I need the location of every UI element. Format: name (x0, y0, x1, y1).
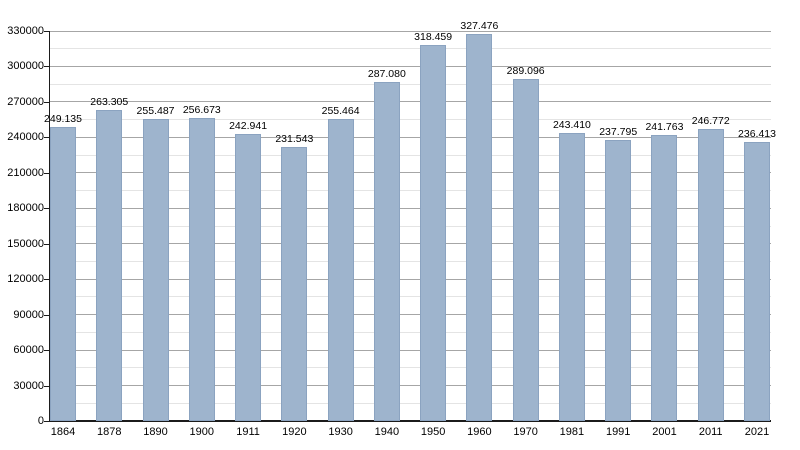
major-gridline (49, 172, 771, 174)
minor-gridline (49, 225, 771, 227)
y-axis-tick (44, 350, 49, 352)
bar-value-label: 241.763 (645, 121, 684, 134)
y-axis-tick-label: 60000 (13, 344, 44, 357)
major-gridline (49, 278, 771, 280)
bar-1970 (512, 79, 539, 421)
y-axis-tick-label: 90000 (13, 308, 44, 321)
y-axis-tick (44, 421, 49, 422)
x-axis-line (49, 420, 771, 422)
x-axis-tick-label: 2001 (652, 426, 677, 438)
x-axis-tick-label: 1890 (143, 426, 168, 438)
y-axis-tick (44, 314, 49, 316)
y-axis-tick (44, 137, 49, 139)
y-axis-tick (44, 172, 49, 174)
y-axis-tick (44, 279, 49, 281)
bar-1940 (373, 81, 400, 421)
minor-gridline (49, 154, 771, 156)
bar-value-label: 255.487 (136, 105, 175, 118)
major-gridline (49, 314, 771, 316)
bar-value-label: 289.096 (506, 65, 545, 78)
y-axis-tick-label: 150000 (7, 237, 44, 250)
bar-value-label: 236.413 (738, 127, 776, 140)
major-gridline (49, 385, 771, 387)
y-axis-tick (44, 101, 49, 103)
bar-1878 (96, 109, 123, 421)
x-axis-tick-label: 2011 (698, 426, 723, 438)
y-axis-tick-label: 210000 (7, 166, 44, 179)
bar-value-label: 246.772 (691, 115, 730, 128)
bar-value-label: 263.305 (90, 95, 129, 108)
major-gridline (49, 349, 771, 351)
minor-gridline (49, 83, 771, 85)
bar-1900 (188, 117, 215, 421)
x-axis-tick-label: 1981 (559, 426, 585, 438)
bar-2001 (651, 135, 678, 421)
bar-1981 (558, 133, 585, 421)
bar-1864 (50, 126, 76, 421)
bar-value-label: 237.795 (599, 125, 638, 138)
y-axis-tick (44, 385, 49, 387)
y-axis-tick (44, 243, 49, 245)
bar-1890 (142, 119, 169, 421)
x-axis-tick-label: 1864 (50, 426, 76, 438)
bar-value-label: 255.464 (321, 105, 360, 118)
bar-1950 (420, 44, 447, 421)
y-axis-tick (44, 208, 49, 210)
x-axis-tick-label: 1991 (605, 426, 631, 438)
major-gridline (49, 101, 771, 103)
major-gridline (49, 65, 771, 67)
minor-gridline (49, 119, 771, 121)
y-axis-tick-label: 0 (37, 415, 44, 427)
bar-1930 (327, 119, 354, 421)
minor-gridline (49, 260, 771, 262)
y-axis-tick-label: 180000 (7, 202, 44, 215)
y-axis-tick-label: 120000 (7, 273, 44, 286)
bar-value-label: 231.543 (275, 133, 314, 146)
x-axis-tick-label: 1900 (189, 426, 215, 438)
x-axis-tick-label: 1920 (282, 426, 307, 438)
major-gridline (49, 243, 771, 245)
minor-gridline (49, 48, 771, 50)
bar-2021 (744, 141, 770, 421)
y-axis-tick-label: 300000 (7, 60, 44, 73)
y-axis-line (49, 31, 50, 421)
bar-value-label: 327.476 (460, 19, 499, 32)
y-axis-tick (44, 31, 49, 32)
y-axis-tick-label: 270000 (7, 95, 44, 108)
x-axis-tick-label: 1911 (236, 426, 260, 438)
bar-value-label: 256.673 (182, 103, 221, 116)
y-axis-tick-label: 240000 (7, 131, 44, 144)
y-axis-tick-label: 30000 (13, 379, 44, 392)
bar-value-label: 287.080 (367, 67, 406, 80)
major-gridline (49, 30, 771, 32)
minor-gridline (49, 367, 771, 369)
bar-value-label: 249.135 (44, 112, 82, 125)
x-axis-tick-label: 1878 (97, 426, 122, 438)
plot-area: 249.135 263.305 255.487 256.673 242.941 231.5… (44, 20, 776, 422)
bar-1991 (605, 139, 632, 421)
minor-gridline (49, 190, 771, 192)
x-axis-tick-label: 1950 (420, 426, 446, 438)
bar-2011 (697, 129, 724, 421)
bar-value-label: 243.410 (552, 119, 591, 132)
major-gridline (49, 207, 771, 209)
minor-gridline (49, 331, 771, 333)
x-axis-tick-label: 1970 (513, 426, 538, 438)
y-axis-tick (44, 66, 49, 68)
bar-1920 (281, 147, 308, 421)
bar-1960 (466, 33, 493, 421)
bar-1911 (235, 133, 262, 421)
bar-value-label: 318.459 (414, 30, 453, 43)
x-axis-tick-label: 2021 (744, 426, 770, 438)
major-gridline (49, 136, 771, 138)
x-axis-tick-label: 1930 (328, 426, 353, 438)
minor-gridline (49, 296, 771, 298)
x-axis-tick-label: 1940 (374, 426, 400, 438)
y-axis-tick-label: 330000 (7, 25, 44, 37)
bar-value-label: 242.941 (229, 119, 268, 132)
minor-gridline (49, 402, 771, 404)
x-axis-tick-label: 1960 (467, 426, 492, 438)
